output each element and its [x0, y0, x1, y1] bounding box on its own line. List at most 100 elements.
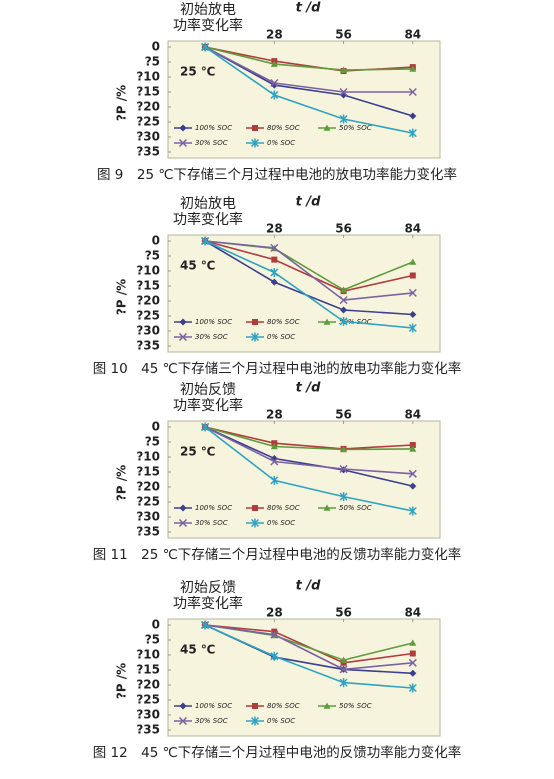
condition: 25 ℃	[180, 445, 215, 459]
y-tick-label: ?20	[136, 678, 160, 692]
annotation: 功率变化率	[173, 595, 243, 612]
legend-marker	[250, 138, 260, 148]
y-tick-label: ?20	[136, 294, 160, 308]
data-point	[201, 42, 210, 52]
annotation: 初始反馈	[180, 579, 236, 596]
plot-area	[167, 40, 441, 159]
data-point	[340, 286, 348, 293]
series-line	[204, 624, 413, 689]
data-point	[270, 243, 279, 252]
legend-label: 50% SOC	[339, 504, 372, 512]
data-point	[270, 651, 279, 661]
data-point	[409, 482, 417, 490]
legend-marker	[323, 124, 331, 131]
data-point	[339, 464, 348, 474]
x-tick-label: 56	[335, 606, 352, 620]
y-tick-label: ?15	[136, 663, 160, 677]
x-axis-label: t /d	[296, 579, 321, 594]
x-tick-label: 28	[266, 28, 283, 42]
x-tick-label: 28	[266, 606, 283, 620]
series-line	[205, 240, 413, 301]
caption: 图 9 25 ℃下存储三个月过程中电池的放电功率能力变化率	[97, 166, 457, 183]
data-point	[408, 288, 417, 297]
legend-marker	[252, 703, 258, 709]
data-point	[409, 272, 416, 279]
data-point	[408, 323, 417, 333]
y-axis-label: ?P /%	[115, 85, 129, 121]
x-axis-label: t /d	[296, 195, 321, 210]
y-tick-label: ?5	[145, 435, 160, 449]
data-point	[408, 506, 417, 516]
legend-label: 100% SOC	[195, 702, 232, 710]
plot-area	[167, 420, 441, 539]
data-point	[339, 114, 348, 124]
data-point	[340, 446, 348, 453]
y-tick-label: ?15	[136, 465, 160, 479]
caption: 图 11 25 ℃下存储三个月过程中电池的反馈功率能力变化率	[93, 546, 462, 563]
legend-label: 0% SOC	[267, 333, 295, 341]
data-point	[270, 278, 278, 286]
legend-marker	[323, 318, 331, 325]
data-point	[201, 236, 210, 246]
legend-marker	[178, 716, 188, 726]
y-tick-label: ?30	[136, 708, 160, 722]
data-point	[409, 442, 416, 448]
legend-marker	[250, 332, 260, 342]
data-point	[201, 620, 210, 630]
data-point	[271, 628, 278, 635]
legend-marker	[252, 125, 258, 131]
y-tick-label: 0	[152, 234, 160, 248]
series-line	[204, 426, 413, 512]
data-point	[270, 443, 278, 450]
y-tick-label: ?20	[136, 480, 160, 494]
data-point	[409, 669, 417, 677]
x-tick-label: 56	[335, 408, 352, 422]
y-tick-label: ?5	[145, 633, 160, 647]
series-line	[204, 426, 413, 451]
data-point	[339, 296, 348, 305]
legend-label: 50% SOC	[339, 124, 372, 132]
data-point	[270, 457, 279, 466]
condition: 45 ℃	[180, 259, 215, 273]
caption: 图 10 45 ℃下存储三个月过程中电池的放电功率能力变化率	[93, 360, 462, 377]
series-line	[204, 426, 413, 487]
legend-marker	[179, 504, 187, 512]
data-point	[340, 306, 348, 314]
data-point	[339, 665, 348, 674]
y-tick-label: 0	[152, 618, 160, 632]
data-point	[409, 639, 417, 646]
x-tick-label: 84	[404, 28, 421, 42]
legend-label: 30% SOC	[195, 139, 228, 147]
legend-label: 80% SOC	[267, 124, 300, 132]
y-tick-label: ?10	[136, 450, 160, 464]
legend-label: 30% SOC	[195, 333, 228, 341]
y-tick-label: ?25	[136, 115, 160, 129]
legend-marker	[179, 702, 187, 710]
legend-marker	[252, 505, 258, 511]
y-tick-label: ?10	[136, 648, 160, 662]
data-point	[340, 656, 348, 663]
annotation: 初始放电	[180, 195, 236, 212]
series-line	[204, 46, 413, 71]
x-tick-label: 84	[404, 222, 421, 236]
y-tick-label: ?5	[145, 55, 160, 69]
legend-marker	[179, 318, 187, 326]
legend-marker	[250, 716, 260, 726]
x-tick-label: 56	[335, 222, 352, 236]
x-tick-label: 56	[335, 28, 352, 42]
data-point	[270, 630, 279, 639]
series-line	[204, 426, 413, 450]
y-tick-label: 0	[152, 420, 160, 434]
y-tick-label: ?35	[136, 525, 160, 539]
series-line	[204, 240, 413, 292]
series-line	[204, 240, 413, 329]
y-axis-label: ?P /%	[115, 465, 129, 501]
legend-label: 30% SOC	[195, 519, 228, 527]
legend-label: 30% SOC	[195, 717, 228, 725]
data-point	[408, 128, 417, 138]
data-point	[270, 475, 279, 485]
y-tick-label: ?35	[136, 145, 160, 159]
legend-label: 0% SOC	[267, 717, 295, 725]
annotation: 初始反馈	[180, 381, 236, 398]
